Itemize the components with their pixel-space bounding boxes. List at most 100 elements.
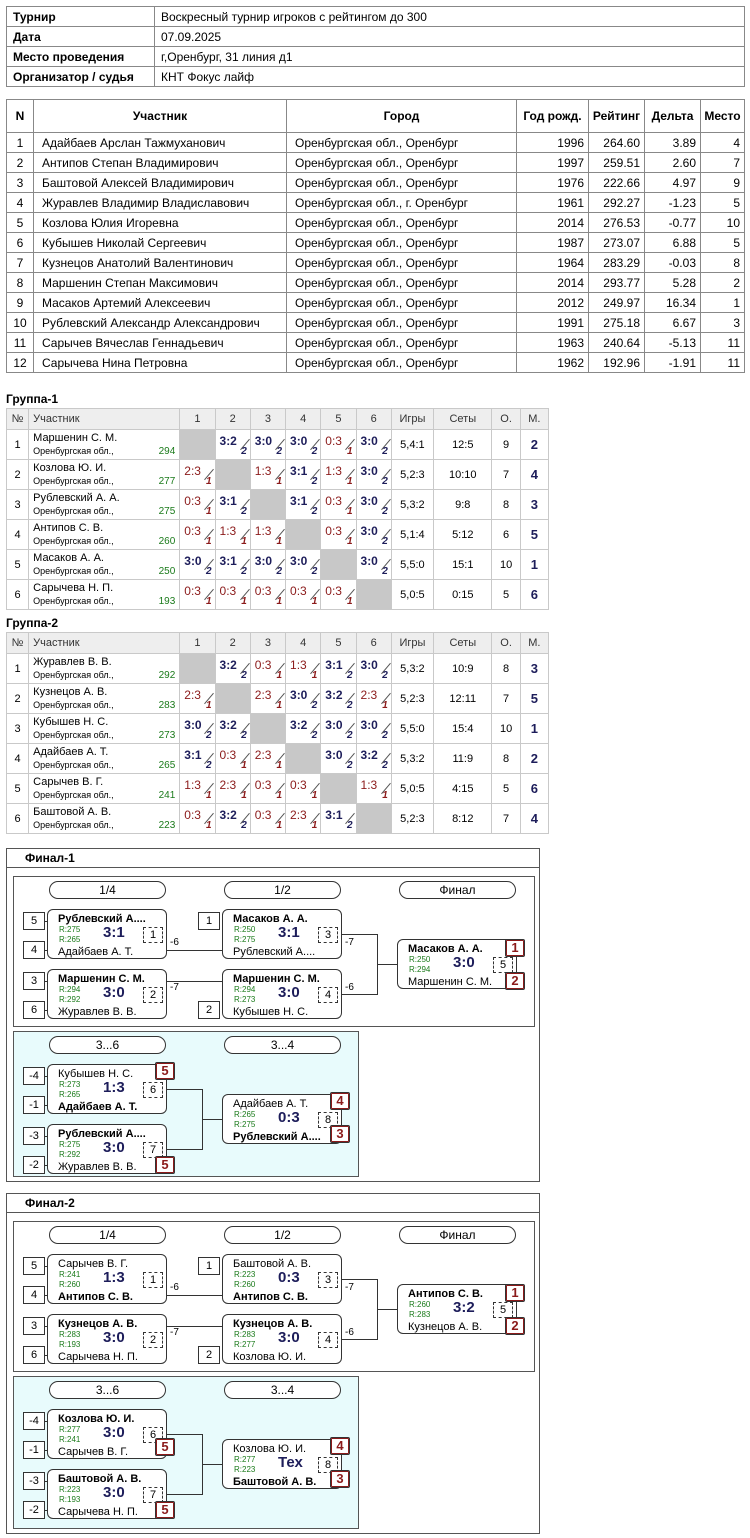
group-player-city-rating: Оренбургская обл., 265 <box>33 761 179 771</box>
loser-ref: -7 <box>345 1282 354 1293</box>
group-player-name: Баштовой А. В. <box>33 806 112 818</box>
group-player-name: Кузнецов А. В. <box>33 686 108 698</box>
bracket-line <box>167 981 222 982</box>
group-result-score: 3:1 <box>184 748 202 762</box>
info-value: Воскресный турнир игроков с рейтингом до… <box>154 6 745 27</box>
info-key: Дата <box>6 26 155 47</box>
group-player-city: Оренбургская обл., <box>33 446 114 456</box>
group-header-cell: Участник <box>28 408 181 430</box>
group-result-cell: 3:0 2 <box>320 743 357 774</box>
group-points: 8 <box>491 653 521 684</box>
group-result-cell: 3:0 2 <box>355 489 392 520</box>
info-value: г,Оренбург, 31 линия д1 <box>154 46 745 67</box>
group-result-cell: 0:3 1 <box>179 579 216 610</box>
match-player-a: Кузнецов А. В. <box>58 1318 138 1330</box>
group-games: 5,2:3 <box>390 803 435 834</box>
group-games: 5,3:2 <box>390 743 435 774</box>
group-diagonal-cell <box>285 519 322 550</box>
group-header-cell: 3 <box>249 408 287 430</box>
participant-cell: 1987 <box>516 232 589 253</box>
group-points: 9 <box>491 429 521 460</box>
group-header-cell: 5 <box>320 408 357 430</box>
match-rating-b: R:294 <box>409 965 431 974</box>
match-rating-b: R:260 <box>59 1280 81 1289</box>
group-result-points: 2 <box>311 446 318 457</box>
group-place: 4 <box>519 459 550 490</box>
match-score: 3:2 <box>453 1299 475 1316</box>
group-place: 6 <box>519 773 550 804</box>
group-result-score: 1:3 <box>254 464 272 478</box>
match-rating-a: R:273 <box>59 1080 81 1089</box>
group-result-points: 1 <box>205 536 212 547</box>
participant-cell: 273.07 <box>588 232 645 253</box>
participant-cell: -5.13 <box>644 332 701 353</box>
group-points: 6 <box>491 519 521 550</box>
group-result-cell: 3:1 2 <box>285 489 322 520</box>
participants-header: Год рожд. <box>516 99 589 133</box>
group-player-name: Журавлев В. В. <box>33 656 112 668</box>
participant-cell: 2012 <box>516 292 589 313</box>
match-player-b: Адайбаев А. Т. <box>58 946 134 958</box>
group-result-cell: 1:3 1 <box>320 459 357 490</box>
group-result-score: 3:0 <box>184 718 202 732</box>
group-result-cell: 0:3 1 <box>214 743 251 774</box>
group-result-points: 1 <box>276 670 283 681</box>
group-player-city: Оренбургская обл., <box>33 596 114 606</box>
match-score: 0:3 <box>278 1109 300 1126</box>
round-label: 3...4 <box>224 1381 341 1399</box>
match-number: 1 <box>143 1272 163 1288</box>
group-result-score: 1:3 <box>360 778 378 792</box>
bracket-line <box>167 1149 202 1150</box>
participant-cell: Адайбаев Арслан Тажмуханович <box>33 132 287 153</box>
seed-box: -3 <box>23 1127 45 1145</box>
group-header-cell: Игры <box>390 632 435 654</box>
group-row-number: 4 <box>5 743 30 774</box>
participant-cell: 4.97 <box>644 172 701 193</box>
match-number: 3 <box>318 1272 338 1288</box>
bracket-line <box>45 921 48 922</box>
bracket-line <box>45 1105 48 1106</box>
group-result-score: 0:3 <box>184 494 201 508</box>
group-result-cell: 3:0 2 <box>355 549 392 580</box>
group-player-cell: Антипов С. В. Оренбургская обл., 260 <box>28 519 181 550</box>
group-result-cell: 3:0 2 <box>249 429 287 460</box>
group-result-score: 3:1 <box>219 554 237 568</box>
group-result-cell: 0:3 1 <box>179 519 216 550</box>
group-result-score: 3:0 <box>290 434 308 448</box>
info-value: 07.09.2025 <box>154 26 745 47</box>
place-box: 5 <box>155 1156 175 1174</box>
group-result-score: 2:3 <box>254 688 272 702</box>
group-result-score: 3:0 <box>184 554 202 568</box>
group-result-points: 1 <box>241 760 247 771</box>
seed-box: 5 <box>23 912 45 930</box>
participant-cell: 240.64 <box>588 332 645 353</box>
group-player-cell: Журавлев В. В. Оренбургская обл., 292 <box>28 653 181 684</box>
participant-cell: 10 <box>700 212 745 233</box>
match-rating-b: R:292 <box>59 1150 81 1159</box>
participant-cell: -0.77 <box>644 212 701 233</box>
group-1-title: Группа-1 <box>6 392 59 406</box>
group-player-rating: 292 <box>158 670 176 681</box>
match-number: 5 <box>493 1302 513 1318</box>
match-number: 3 <box>318 927 338 943</box>
group-player-rating: 250 <box>158 566 176 577</box>
participant-cell: 1961 <box>516 192 589 213</box>
place-box: 2 <box>505 1317 525 1335</box>
bracket-consolation-panel: 3...6 3...4 Козлова Ю. И. R:277 R:241 3:0 6 Сар… <box>13 1376 359 1529</box>
group-row: 3 Кубышев Н. С. Оренбургская обл., 273 3:0 2 3… <box>5 713 550 744</box>
match-box: Козлова Ю. И. R:277 R:241 3:0 6 Сарычев В. Г. <box>47 1409 167 1459</box>
match-player-a: Баштовой А. В. <box>58 1473 142 1485</box>
group-header-cell: 3 <box>249 632 287 654</box>
group-result-points: 2 <box>241 730 247 741</box>
group-result-cell: 3:0 2 <box>355 713 392 744</box>
participant-cell: 1962 <box>516 352 589 373</box>
group-1-table: № Участник 1 2 3 4 5 6 Игры Сеты О. М. 1 Маршенин С. … <box>5 408 550 610</box>
participants-header: Город <box>286 99 517 133</box>
group-player-city-rating: Оренбургская обл., 275 <box>33 507 179 517</box>
group-player-city-rating: Оренбургская обл., 223 <box>33 821 179 831</box>
group-result-score: 0:3 <box>325 494 342 508</box>
info-row: Дата 07.09.2025 <box>6 26 745 47</box>
match-player-b: Антипов С. В. <box>233 1291 308 1303</box>
group-points: 7 <box>491 683 521 714</box>
participants-header: Дельта <box>644 99 701 133</box>
